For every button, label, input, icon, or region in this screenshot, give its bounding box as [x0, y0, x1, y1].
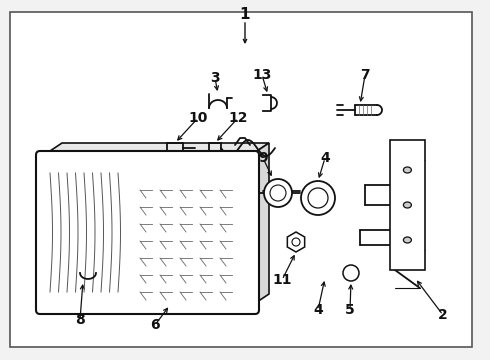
- Text: 7: 7: [360, 68, 370, 82]
- Ellipse shape: [403, 167, 412, 173]
- FancyBboxPatch shape: [36, 151, 259, 314]
- Text: 8: 8: [75, 313, 85, 327]
- Polygon shape: [251, 143, 269, 306]
- Text: 1: 1: [240, 6, 250, 22]
- Text: 3: 3: [210, 71, 220, 85]
- Ellipse shape: [308, 188, 328, 208]
- Circle shape: [292, 238, 300, 246]
- Text: 4: 4: [313, 303, 323, 317]
- Circle shape: [264, 179, 292, 207]
- Text: 9: 9: [258, 151, 268, 165]
- Text: 4: 4: [320, 151, 330, 165]
- Text: 5: 5: [345, 303, 355, 317]
- Polygon shape: [44, 143, 269, 155]
- Text: 10: 10: [188, 111, 208, 125]
- Bar: [390, 140, 425, 270]
- Text: 6: 6: [150, 318, 160, 332]
- Ellipse shape: [403, 202, 412, 208]
- Text: 11: 11: [272, 273, 292, 287]
- Ellipse shape: [301, 181, 335, 215]
- Text: 13: 13: [252, 68, 271, 82]
- Circle shape: [343, 265, 359, 281]
- Circle shape: [270, 185, 286, 201]
- Text: 12: 12: [228, 111, 248, 125]
- Text: 2: 2: [438, 308, 448, 322]
- Ellipse shape: [403, 237, 412, 243]
